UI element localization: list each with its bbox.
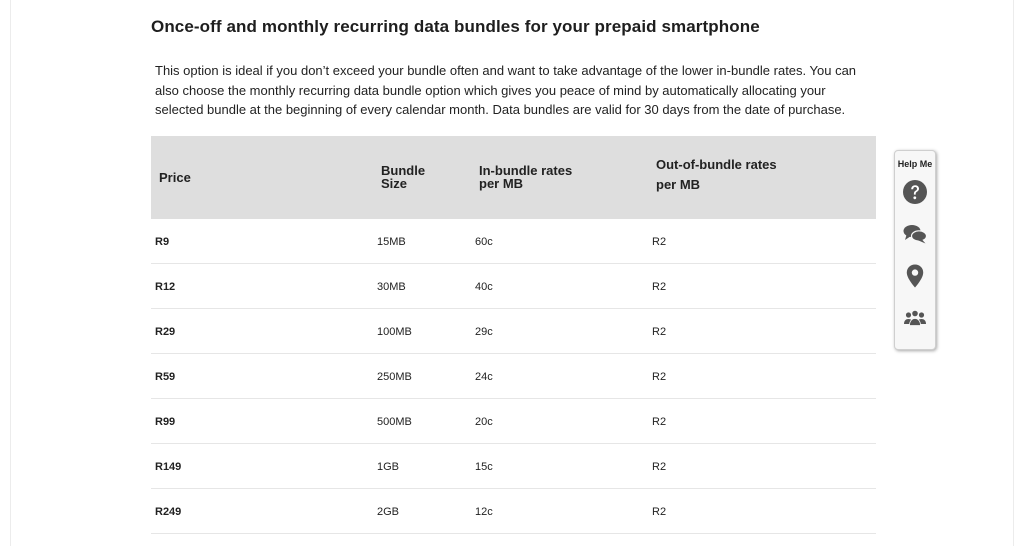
cell-out-rate: R2	[652, 326, 667, 338]
cell-in-rate: 12c	[475, 506, 493, 518]
cell-size: 2GB	[377, 506, 400, 518]
header-price-label: Price	[159, 170, 191, 185]
cell-price: R149	[155, 461, 182, 473]
left-border	[10, 0, 11, 546]
table-header: Price Bundle Size In-bundle rates per MB…	[151, 136, 876, 219]
header-out-of-bundle-rates: Out-of-bundle rates per MB	[656, 155, 796, 195]
cell-size: 250MB	[377, 371, 412, 383]
cell-size: 30MB	[377, 281, 406, 293]
data-bundles-table: Price Bundle Size In-bundle rates per MB…	[151, 136, 876, 534]
cell-in-rate: 20c	[475, 416, 493, 428]
table-row: R149 1GB 15c R2	[151, 444, 876, 489]
cell-price: R12	[155, 281, 176, 293]
cell-in-rate: 29c	[475, 326, 493, 338]
table-row: R249 2GB 12c R2	[151, 489, 876, 534]
header-price: Price	[159, 171, 191, 184]
cell-out-rate: R2	[652, 281, 667, 293]
cell-out-rate: R2	[652, 371, 667, 383]
header-size-line1: Bundle	[381, 163, 426, 178]
table-row: R12 30MB 40c R2	[151, 264, 876, 309]
table-row: R59 250MB 24c R2	[151, 354, 876, 399]
cell-size: 1GB	[377, 461, 400, 473]
location-pin-icon[interactable]	[902, 263, 928, 289]
cell-price: R249	[155, 506, 182, 518]
header-out-line1: Out-of-bundle rates	[656, 157, 777, 172]
cell-out-rate: R2	[652, 506, 667, 518]
header-bundle-size: Bundle Size	[381, 164, 441, 190]
cell-in-rate: 24c	[475, 371, 493, 383]
cell-size: 15MB	[377, 236, 406, 248]
header-size-line2: Size	[381, 176, 408, 191]
question-icon[interactable]	[902, 179, 928, 205]
cell-price: R9	[155, 236, 170, 248]
header-out-line2: per MB	[656, 177, 701, 192]
help-me-title: Help Me	[897, 159, 933, 169]
cell-size: 500MB	[377, 416, 412, 428]
chat-icon[interactable]	[902, 221, 928, 247]
cell-out-rate: R2	[652, 461, 667, 473]
header-in-line1: In-bundle rates	[479, 163, 573, 178]
right-border	[1013, 0, 1014, 546]
cell-price: R59	[155, 371, 176, 383]
cell-out-rate: R2	[652, 416, 667, 428]
cell-in-rate: 60c	[475, 236, 493, 248]
community-icon[interactable]	[902, 305, 928, 331]
table-row: R9 15MB 60c R2	[151, 219, 876, 264]
cell-size: 100MB	[377, 326, 412, 338]
table-row: R29 100MB 29c R2	[151, 309, 876, 354]
cell-out-rate: R2	[652, 236, 667, 248]
intro-paragraph: This option is ideal if you don’t exceed…	[155, 63, 857, 117]
cell-in-rate: 40c	[475, 281, 493, 293]
cell-price: R99	[155, 416, 176, 428]
page-title: Once-off and monthly recurring data bund…	[151, 17, 760, 36]
header-in-bundle-rates: In-bundle rates per MB	[479, 164, 589, 190]
cell-in-rate: 15c	[475, 461, 493, 473]
table-row: R99 500MB 20c R2	[151, 399, 876, 444]
header-in-line2: per MB	[479, 176, 524, 191]
help-me-panel: Help Me	[894, 150, 936, 350]
cell-price: R29	[155, 326, 176, 338]
